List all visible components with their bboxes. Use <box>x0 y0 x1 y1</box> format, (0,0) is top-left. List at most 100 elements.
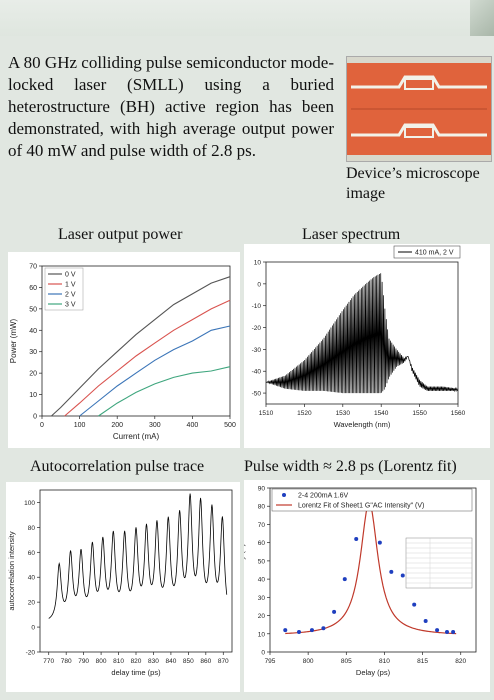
autocorr-trace <box>48 493 228 619</box>
pulse-chart-title: Pulse width ≈ 2.8 ps (Lorentz fit) <box>244 458 457 475</box>
spectrum-frame <box>265 261 459 405</box>
spectrum-legend-box <box>393 245 461 259</box>
spectrum-chart: 1510 1520 1530 1540 1550 1560 10 0 -10 -20 -30 -40 -… <box>244 244 490 448</box>
pulse-ytick-label: 70 <box>258 522 266 529</box>
spectrum-ytick-label: -40 <box>252 369 262 376</box>
spectrum-ytick-label: -10 <box>252 303 262 310</box>
pulse-legend-box <box>271 488 473 512</box>
autocorr-xtick-label: 820 <box>131 658 142 665</box>
pulse-data-point <box>400 573 405 578</box>
spectrum-chart-title: Laser spectrum <box>302 226 401 243</box>
pulse-xaxis-label: Delay (ps) <box>356 668 391 677</box>
pulse-data-point <box>283 628 288 633</box>
spectrum-trace <box>265 273 458 394</box>
power-legend-label-0: 0 V <box>65 272 76 279</box>
micro-waveguide-lower <box>351 123 487 137</box>
pulse-ytick-label: 60 <box>258 540 266 547</box>
power-ytick-label: 0 <box>33 414 37 421</box>
autocorr-xtick-label: 830 <box>148 658 159 665</box>
pulse-ytick-label: 30 <box>258 595 266 602</box>
pulse-ytick-label: 20 <box>258 613 266 620</box>
power-ytick-label: 40 <box>29 328 37 335</box>
pulse-data-point <box>451 629 456 634</box>
microscope-image <box>346 56 492 162</box>
power-ytick-label: 10 <box>29 392 37 399</box>
autocorr-chart: 770 780 790 800 810 820 830 840 850 860 870 -20 0 20 4… <box>6 482 240 692</box>
pulse-ytick-label: 90 <box>258 486 266 493</box>
autocorr-xtick-label: 870 <box>218 658 229 665</box>
pulse-xtick-label: 795 <box>265 658 276 665</box>
autocorr-xtick-label: 810 <box>113 658 124 665</box>
power-xaxis-label: Current (mA) <box>113 432 160 441</box>
autocorr-ytick-label: 20 <box>28 600 36 607</box>
autocorr-xaxis-label: delay time (ps) <box>111 668 161 677</box>
autocorr-xtick-label: 780 <box>61 658 72 665</box>
pulse-data-point <box>412 602 417 607</box>
spectrum-ytick-label: -20 <box>252 325 262 332</box>
header-band <box>0 0 494 36</box>
power-xtick-label: 200 <box>111 422 123 429</box>
pulse-chart: 795 800 805 810 815 820 0 10 20 30 40 50 60 70 80 90 Del… <box>244 480 490 692</box>
power-series-line-3 <box>98 366 231 417</box>
power-yaxis-label: Power (mW) <box>9 318 18 363</box>
power-legend-box <box>44 267 84 311</box>
power-series-line-2 <box>79 325 231 417</box>
autocorr-xtick-label: 860 <box>200 658 211 665</box>
autocorr-ytick-label: -20 <box>26 650 36 657</box>
micro-bottom-strip <box>347 155 491 161</box>
autocorr-xtick-label: 840 <box>165 658 176 665</box>
pulse-yaxis-label: AC Intensity (V) <box>244 543 246 596</box>
pulse-ytick-label: 50 <box>258 558 266 565</box>
power-ytick-label: 70 <box>29 264 37 271</box>
power-xtick-label: 100 <box>74 422 86 429</box>
pulse-data-point <box>321 626 326 631</box>
pulse-xtick-label: 800 <box>303 658 314 665</box>
power-legend-label-1: 1 V <box>65 282 76 289</box>
power-ytick-label: 30 <box>29 349 37 356</box>
autocorr-xtick-label: 850 <box>183 658 194 665</box>
power-chart: 0 100 200 300 400 500 0 10 20 30 40 50 60 70 Current (… <box>8 252 240 448</box>
power-frame <box>41 265 231 417</box>
power-xtick-label: 300 <box>149 422 161 429</box>
pulse-data-point <box>377 540 382 545</box>
micro-pad-lower <box>404 126 434 138</box>
autocorr-yaxis-label: autocorrelation intensity <box>7 531 16 610</box>
spectrum-xaxis-label: Wavelength (nm) <box>334 420 391 429</box>
pulse-data-point <box>435 628 440 633</box>
power-ytick-label: 60 <box>29 285 37 292</box>
micro-waveguide-upper <box>351 75 487 89</box>
power-series-line-0 <box>51 276 231 417</box>
spectrum-ytick-label: 10 <box>254 260 262 267</box>
spectrum-legend-label: 410 mA, 2 V <box>415 250 454 257</box>
pulse-legend-label-points: 2-4 200mA 1.6V <box>298 493 349 500</box>
pulse-xtick-label: 805 <box>341 658 352 665</box>
power-series-line-1 <box>64 299 231 417</box>
power-ytick-label: 50 <box>29 306 37 313</box>
pulse-xtick-label: 820 <box>455 658 466 665</box>
autocorr-xtick-label: 770 <box>43 658 54 665</box>
spectrum-xtick-label: 1560 <box>451 410 466 417</box>
power-xtick-label: 0 <box>40 422 44 429</box>
pulse-frame <box>269 487 477 653</box>
pulse-data-point <box>423 619 428 624</box>
pulse-data-point <box>296 629 301 634</box>
pulse-data-point <box>342 577 347 582</box>
pulse-ytick-label: 10 <box>258 631 266 638</box>
autocorr-xtick-label: 800 <box>96 658 107 665</box>
intro-paragraph: A 80 GHz colliding pulse semiconductor m… <box>8 53 334 160</box>
power-xtick-label: 400 <box>187 422 199 429</box>
micro-pad-upper <box>404 78 434 90</box>
pulse-data-point <box>445 629 450 634</box>
power-legend-label-2: 2 V <box>65 292 76 299</box>
spectrum-ytick-label: 0 <box>257 281 261 288</box>
spectrum-xtick-label: 1540 <box>374 410 389 417</box>
power-ytick-label: 20 <box>29 371 37 378</box>
microscope-caption: Device’s microscope image <box>346 165 480 202</box>
autocorr-chart-title: Autocorrelation pulse trace <box>30 458 205 475</box>
power-legend-label-3: 3 V <box>65 302 76 309</box>
pulse-xtick-label: 815 <box>417 658 428 665</box>
spectrum-ytick-label: -50 <box>252 391 262 398</box>
header-corner-decoration <box>470 0 494 36</box>
pulse-ytick-label: 40 <box>258 577 266 584</box>
power-chart-title: Laser output power <box>58 226 183 243</box>
